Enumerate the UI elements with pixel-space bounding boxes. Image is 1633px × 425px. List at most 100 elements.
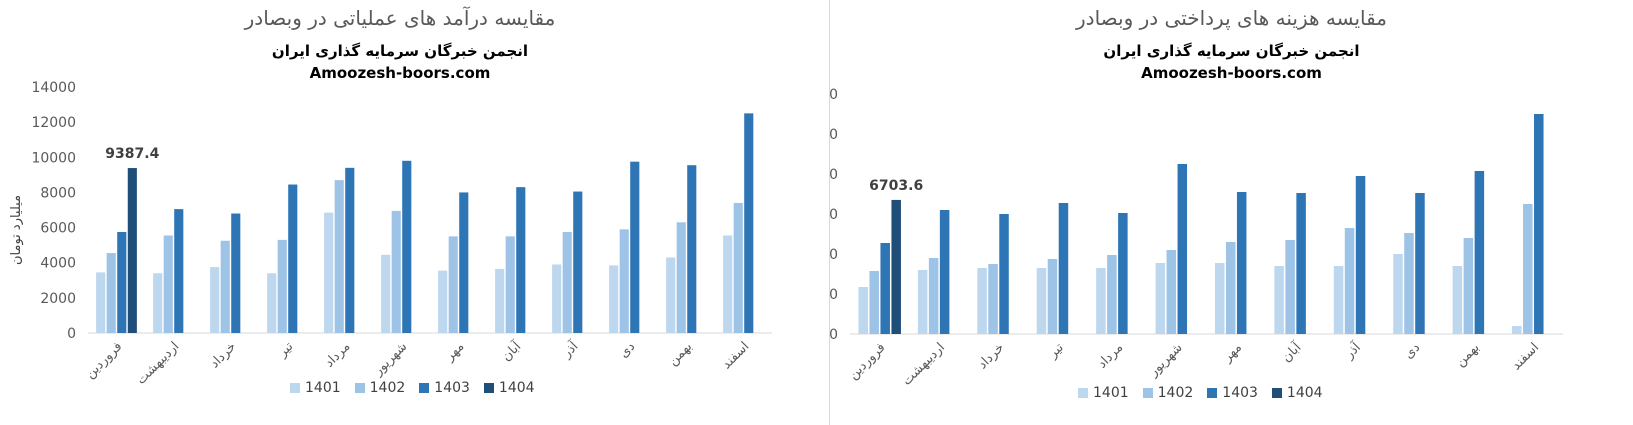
- legend-item-1403: 1403: [419, 380, 470, 396]
- bar-1403: [402, 160, 412, 333]
- y-tick-label: 4000: [40, 256, 76, 272]
- x-tick-label: اسفند: [719, 339, 752, 372]
- bar-1403: [880, 243, 890, 334]
- bar-1401: [1393, 254, 1403, 334]
- bar-1402: [1225, 242, 1236, 334]
- y-tick-label: 14000: [31, 80, 76, 96]
- bar-1403: [117, 231, 127, 333]
- y-axis-label: میلیارد تومان: [9, 195, 24, 265]
- bar-1401: [917, 270, 928, 334]
- x-tick-label: مهر: [1219, 340, 1245, 366]
- bar-1402: [505, 236, 515, 333]
- bar-1403: [687, 165, 697, 333]
- x-tick-label: مرداد: [1095, 340, 1126, 371]
- bar-1402: [869, 271, 879, 334]
- bar-1402: [1107, 255, 1117, 334]
- bar-1403: [573, 191, 583, 333]
- x-tick-label: آذر: [558, 337, 583, 362]
- x-tick-label: تیر: [1045, 340, 1067, 362]
- bar-1401: [1036, 268, 1047, 334]
- legend-item-1402: 1402: [354, 380, 406, 396]
- bar-1401: [723, 235, 733, 333]
- bar-1402: [163, 235, 173, 333]
- x-tick-label: مهر: [442, 339, 468, 365]
- y-tick-label: 0: [830, 327, 838, 343]
- x-tick-label: اردیبهشت: [899, 340, 947, 388]
- chart-legend: 1401 1402 1403 1404: [290, 380, 535, 396]
- expense-bar-chart: 0 2000 4000 6000 8000 10000 12000 فروردیناردیبه…: [830, 87, 1563, 389]
- x-tick-label: اسفند: [1509, 340, 1542, 373]
- legend-label: 1402: [369, 380, 406, 396]
- bar-1402: [1285, 240, 1295, 334]
- bar-1403: [459, 192, 469, 333]
- chart-subtitle: انجمن خبرگان سرمایه گذاری ایران: [1103, 42, 1360, 60]
- legend-item-1403: 1403: [1207, 385, 1258, 401]
- legend-item-1401: 1401: [290, 380, 341, 396]
- bar-1403: [345, 167, 355, 333]
- legend-item-1404: 1404: [483, 380, 535, 396]
- x-tick-label: شهریور: [370, 339, 410, 379]
- x-tick-label: مرداد: [322, 339, 353, 370]
- bar-1403: [1236, 192, 1247, 334]
- y-tick-label: 2000: [830, 287, 838, 303]
- bar-1403: [999, 214, 1009, 334]
- panel-divider: [829, 0, 830, 425]
- bar-1401: [210, 267, 220, 333]
- bar-1402: [106, 253, 116, 333]
- y-tick-label: 10000: [830, 127, 838, 143]
- bar-1401: [977, 268, 987, 334]
- bar-1401: [1096, 268, 1106, 334]
- legend-swatch: [1271, 388, 1282, 398]
- x-tick-label: آذر: [1340, 338, 1365, 363]
- legend-swatch: [419, 383, 430, 393]
- x-tick-label: تیر: [275, 339, 297, 361]
- y-tick-label: 4000: [830, 247, 838, 263]
- revenue-bar-chart: 0 2000 4000 6000 8000 10000 12000 14000 میلیارد …: [9, 80, 772, 388]
- bar-1402: [1047, 259, 1058, 334]
- bar-1402: [220, 240, 230, 333]
- expense-chart-panel: مقایسه هزینه های پرداختی در وبصادر انجمن…: [830, 0, 1633, 425]
- bar-1401: [495, 268, 505, 333]
- bar-1401: [666, 257, 676, 333]
- legend-swatch: [1207, 388, 1218, 398]
- x-tick-label: اردیبهشت: [134, 339, 182, 387]
- bar-1403: [939, 210, 950, 334]
- x-tick-label: بهمن: [1453, 340, 1483, 370]
- bar-1402: [562, 231, 572, 333]
- bar-1402: [1344, 228, 1355, 334]
- chart-title: مقایسه درآمد های عملیاتی در وبصادر: [244, 6, 556, 30]
- bar-1401: [1512, 326, 1522, 334]
- legend-label: 1404: [1286, 385, 1323, 401]
- legend-swatch: [1078, 388, 1088, 398]
- bar-1404: [127, 168, 137, 333]
- bar-1403: [1118, 213, 1128, 334]
- bar-1402: [334, 180, 344, 333]
- x-tick-label: خرداد: [207, 339, 239, 371]
- x-tick-label: آبان: [498, 337, 526, 365]
- bar-1402: [1166, 250, 1177, 334]
- y-tick-label: 6000: [40, 221, 76, 237]
- bar-1403: [1534, 114, 1544, 334]
- bar-1401: [96, 272, 106, 333]
- bar-1402: [676, 222, 686, 333]
- legend-label: 1401: [1093, 385, 1129, 401]
- bar-1401: [1333, 266, 1344, 334]
- bar-1403: [1058, 203, 1069, 334]
- legend-label: 1401: [305, 380, 341, 396]
- bar-1403: [231, 213, 241, 333]
- legend-item-1404: 1404: [1271, 385, 1323, 401]
- y-tick-label: 12000: [830, 87, 838, 103]
- chart-subtitle: انجمن خبرگان سرمایه گذاری ایران: [271, 42, 529, 60]
- y-tick-label: 2000: [40, 291, 76, 307]
- bar-1401: [153, 273, 163, 333]
- y-tick-label: 8000: [830, 167, 838, 183]
- x-tick-label: دی: [1401, 340, 1423, 362]
- bar-1401: [858, 287, 868, 334]
- bar-1404: [891, 199, 901, 334]
- legend-label: 1402: [1157, 385, 1194, 401]
- legend-swatch: [354, 383, 365, 393]
- bar-1402: [988, 264, 998, 334]
- bar-1402: [619, 229, 629, 333]
- bar-1401: [438, 270, 448, 333]
- bar-1402: [1463, 238, 1474, 334]
